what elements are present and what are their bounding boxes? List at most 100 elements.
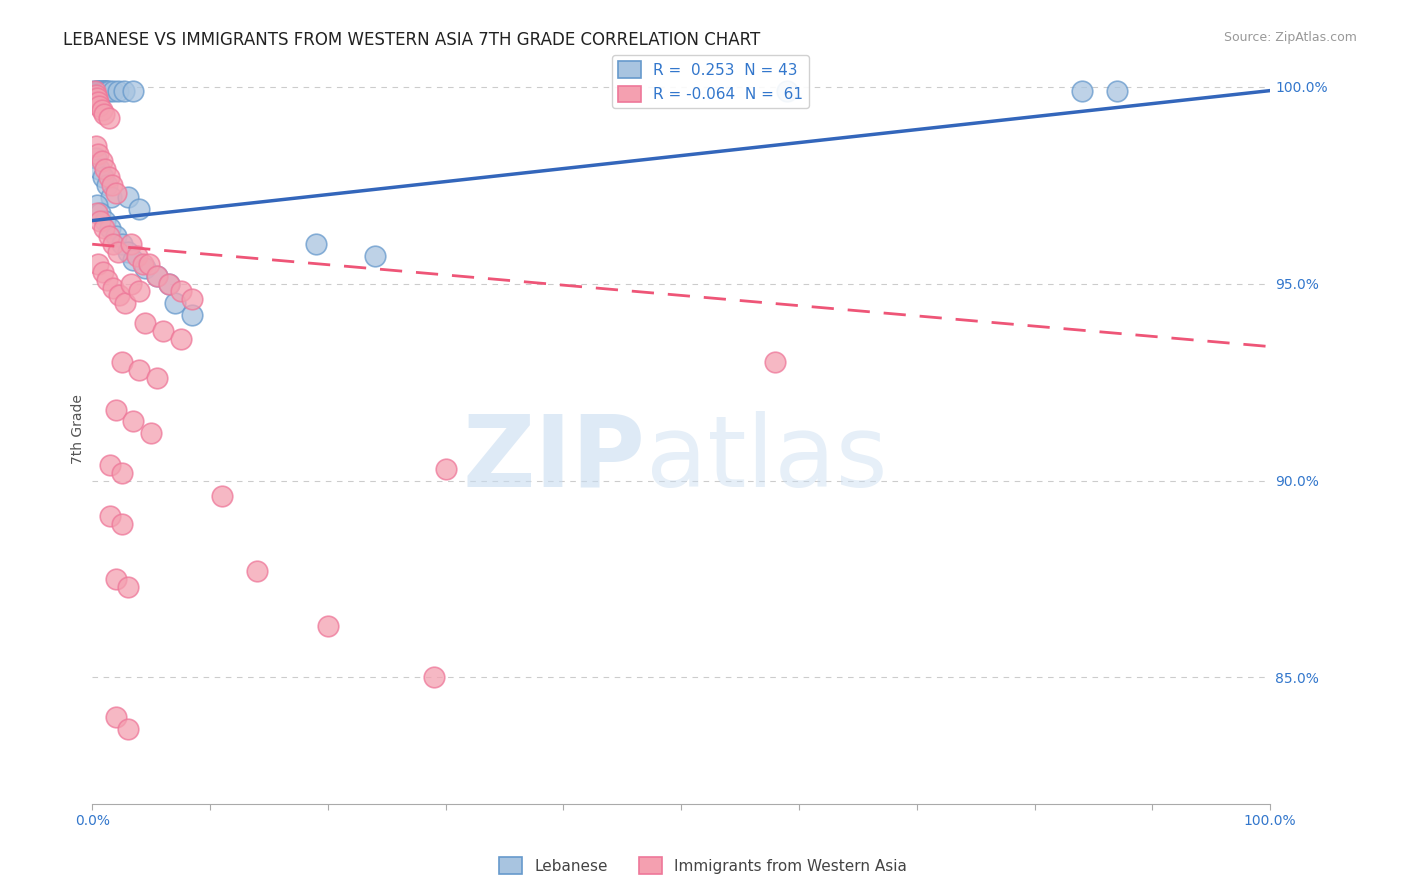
Point: [364, 249, 387, 263]
Point: [86, 205, 108, 219]
Point: [111, 237, 134, 252]
Point: [765, 355, 787, 369]
Point: [91, 84, 114, 98]
Point: [82, 84, 104, 98]
Point: [128, 202, 150, 216]
Point: [103, 280, 125, 294]
Point: [89, 205, 111, 219]
Point: [89, 84, 111, 98]
Point: [138, 257, 160, 271]
Point: [93, 107, 115, 121]
Point: [84, 87, 107, 102]
Point: [316, 619, 339, 633]
Point: [103, 237, 125, 252]
Point: [1107, 84, 1129, 98]
Point: [134, 316, 156, 330]
Point: [132, 257, 155, 271]
Point: [91, 265, 114, 279]
Text: atlas: atlas: [645, 411, 887, 508]
Point: [90, 84, 112, 98]
Point: [89, 99, 111, 113]
Point: [83, 84, 105, 98]
Point: [146, 268, 169, 283]
Point: [87, 257, 110, 271]
Point: [125, 249, 148, 263]
Point: [169, 285, 191, 299]
Point: [107, 84, 129, 98]
Point: [108, 288, 131, 302]
Point: [157, 277, 180, 291]
Point: [117, 245, 139, 260]
Legend: Lebanese, Immigrants from Western Asia: Lebanese, Immigrants from Western Asia: [494, 851, 912, 880]
Point: [94, 84, 117, 98]
Point: [122, 84, 145, 98]
Y-axis label: 7th Grade: 7th Grade: [72, 394, 86, 464]
Point: [93, 221, 115, 235]
Point: [146, 268, 169, 283]
Point: [89, 213, 111, 227]
Point: [111, 355, 134, 369]
Point: [146, 371, 169, 385]
Point: [122, 414, 145, 428]
Point: [1070, 84, 1092, 98]
Point: [305, 237, 328, 252]
Point: [89, 162, 111, 177]
Point: [104, 229, 127, 244]
Point: [87, 84, 110, 98]
Point: [211, 489, 233, 503]
Point: [107, 245, 129, 260]
Point: [103, 84, 125, 98]
Point: [423, 671, 446, 685]
Point: [169, 332, 191, 346]
Point: [97, 229, 120, 244]
Point: [112, 84, 135, 98]
Point: [104, 710, 127, 724]
Point: [101, 178, 124, 193]
Point: [139, 426, 162, 441]
Point: [157, 277, 180, 291]
Point: [98, 508, 121, 523]
Point: [246, 564, 269, 578]
Point: [87, 95, 110, 110]
Point: [120, 237, 142, 252]
Point: [86, 84, 108, 98]
Point: [117, 190, 139, 204]
Point: [84, 138, 107, 153]
Point: [94, 162, 117, 177]
Point: [117, 722, 139, 736]
Point: [122, 252, 145, 267]
Point: [181, 308, 204, 322]
Point: [86, 198, 108, 212]
Point: [94, 213, 117, 227]
Point: [114, 296, 136, 310]
Text: ZIP: ZIP: [463, 411, 645, 508]
Point: [104, 186, 127, 200]
Point: [84, 84, 107, 98]
Point: [111, 466, 134, 480]
Legend: R =  0.253  N = 43, R = -0.064  N =  61: R = 0.253 N = 43, R = -0.064 N = 61: [612, 55, 810, 109]
Text: Source: ZipAtlas.com: Source: ZipAtlas.com: [1223, 31, 1357, 45]
Point: [117, 580, 139, 594]
Point: [181, 293, 204, 307]
Point: [100, 190, 122, 204]
Point: [90, 154, 112, 169]
Point: [776, 84, 799, 98]
Point: [84, 151, 107, 165]
Point: [90, 103, 112, 118]
Point: [86, 91, 108, 105]
Point: [96, 84, 118, 98]
Point: [97, 84, 120, 98]
Point: [89, 84, 111, 98]
Point: [98, 458, 121, 472]
Point: [97, 170, 120, 185]
Point: [128, 285, 150, 299]
Text: LEBANESE VS IMMIGRANTS FROM WESTERN ASIA 7TH GRADE CORRELATION CHART: LEBANESE VS IMMIGRANTS FROM WESTERN ASIA…: [63, 31, 761, 49]
Point: [93, 84, 115, 98]
Point: [104, 402, 127, 417]
Point: [128, 363, 150, 377]
Point: [96, 273, 118, 287]
Point: [97, 111, 120, 125]
Point: [434, 461, 457, 475]
Point: [104, 572, 127, 586]
Point: [96, 84, 118, 98]
